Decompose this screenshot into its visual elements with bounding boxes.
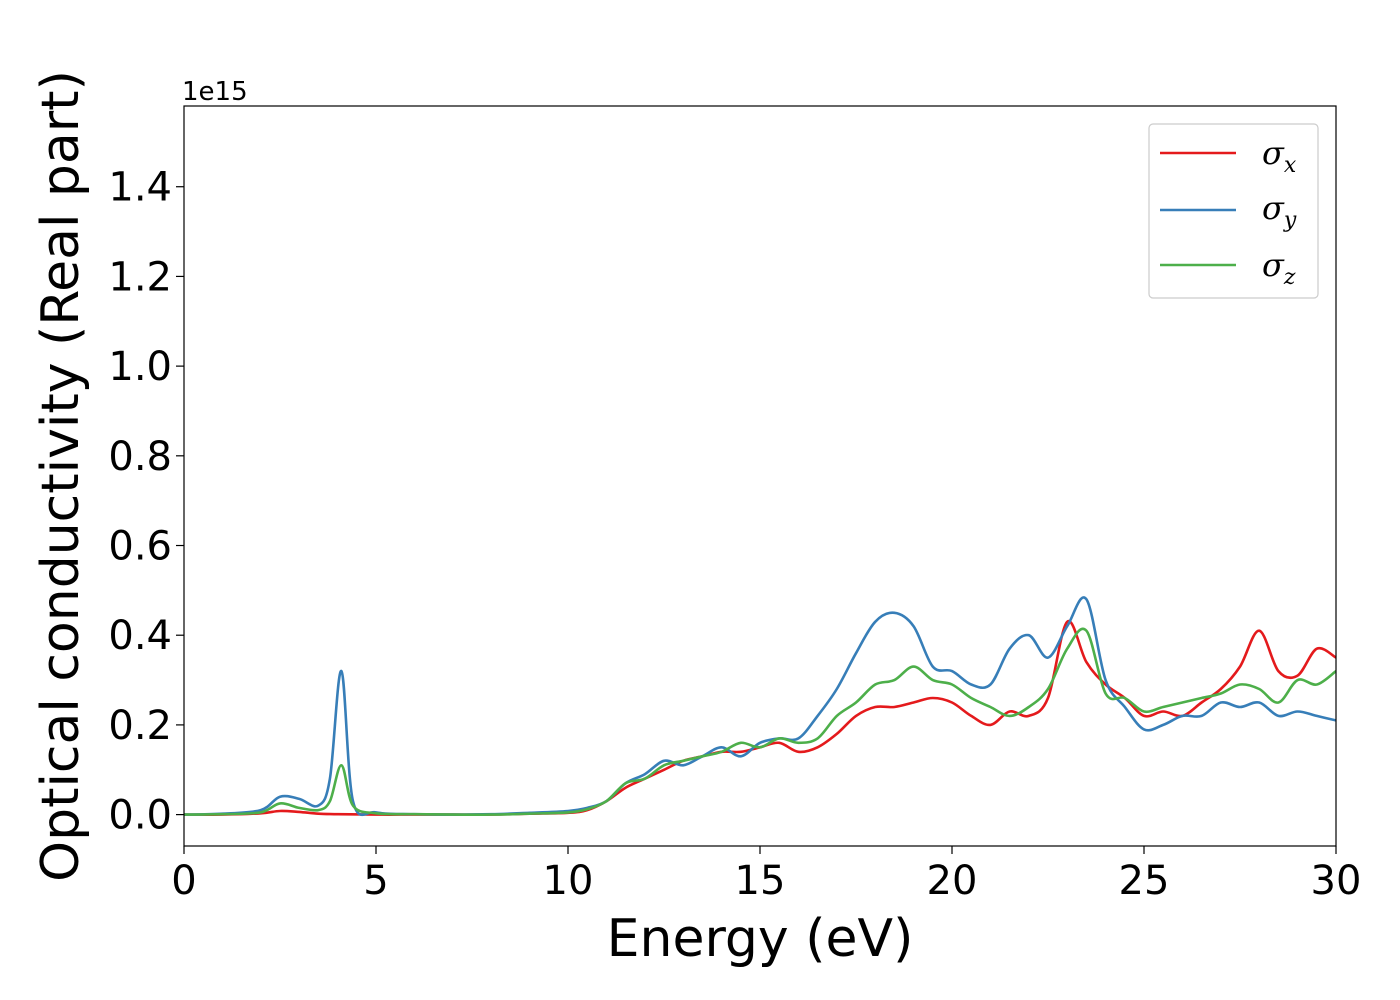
x-tick-label: 15: [735, 858, 786, 904]
y-tick-label: 1.4: [108, 165, 172, 211]
x-tick-label: 0: [171, 858, 196, 904]
x-tick-label: 10: [543, 858, 594, 904]
y-tick-label: 0.8: [108, 434, 172, 480]
x-tick-label: 25: [1119, 858, 1170, 904]
series-layer: [184, 596, 1336, 817]
x-tick-label: 5: [363, 858, 388, 904]
plot-area: [183, 105, 1337, 847]
y-axis-title: Optical conductivity (Real part): [31, 70, 91, 882]
series-line-sigma-y: [184, 596, 1336, 817]
x-tick-label: 20: [927, 858, 978, 904]
y-tick-label: 1.0: [108, 344, 172, 390]
x-axis-title: Energy (eV): [607, 909, 914, 969]
y-tick-label: 0.2: [108, 703, 172, 749]
y-tick-label: 0.0: [108, 793, 172, 839]
y-tick-label: 1.2: [108, 254, 172, 300]
legend-label-sigma-y: σy: [1262, 189, 1297, 233]
y-tick-label: 0.6: [108, 524, 172, 570]
y-tick-label: 0.4: [108, 613, 172, 659]
x-axis-ticks: 0 5 10 15 20 25 30: [171, 846, 1361, 904]
y-offset-label: 1e15: [182, 77, 248, 107]
legend-label-sigma-z: σz: [1262, 246, 1296, 290]
x-tick-label: 30: [1311, 858, 1362, 904]
y-axis-ticks: 0.0 0.2 0.4 0.6 0.8 1.0 1.2 1.4: [108, 165, 184, 839]
legend-label-sigma-x: σx: [1262, 134, 1297, 178]
series-line-sigma-z: [184, 627, 1336, 817]
legend: σx σy σz: [1148, 123, 1319, 299]
